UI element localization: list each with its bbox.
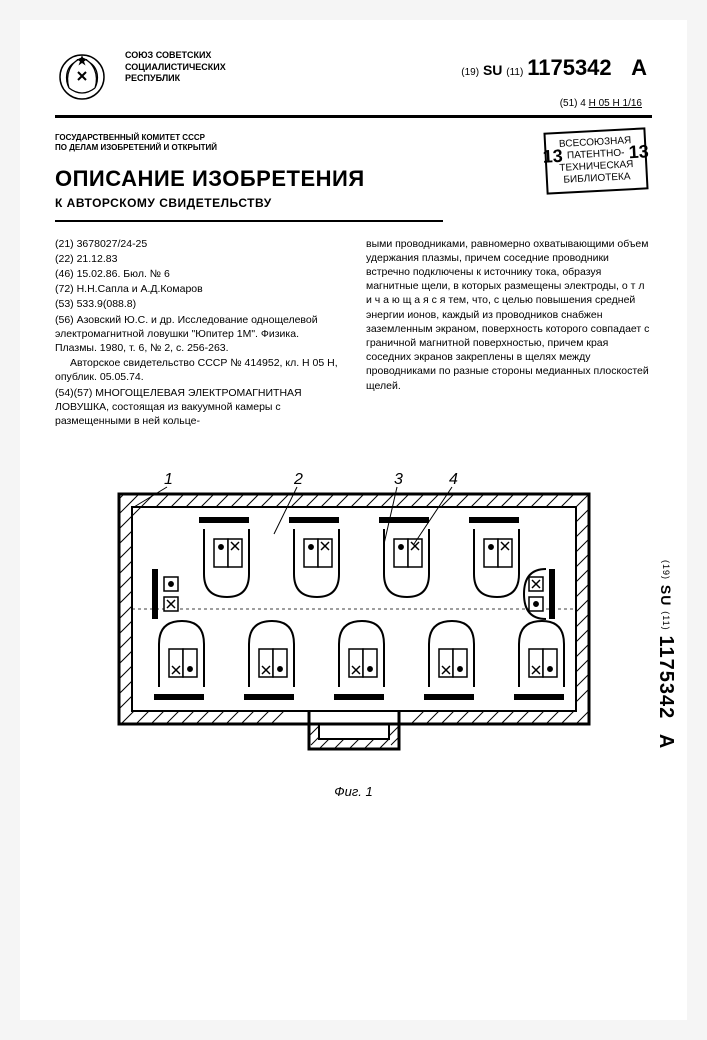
left-column: (21) 3678027/24-25 (22) 21.12.83 (46) 15… (55, 237, 341, 429)
ussr-emblem-icon (55, 50, 110, 105)
stamp-num-right: 13 (628, 141, 649, 164)
field-46: (46) 15.02.86. Бюл. № 6 (55, 267, 341, 281)
side-suffix: A (655, 734, 677, 749)
svg-text:2: 2 (293, 471, 303, 488)
org-line3: РЕСПУБЛИК (125, 73, 226, 85)
ref-2: Авторское свидетельство СССР № 414952, к… (55, 356, 341, 384)
right-column: выми проводниками, равномерно охватывающ… (366, 237, 652, 429)
abstract-text: выми проводниками, равномерно охватывающ… (366, 237, 652, 393)
field-54: (54)(57) МНОГОЩЕЛЕВАЯ ЭЛЕКТРОМАГНИТНАЯ Л… (55, 386, 341, 429)
field-72: (72) Н.Н.Сапла и А.Д.Комаров (55, 282, 341, 296)
classification: (51) 4 H 05 H 1/16 (560, 98, 642, 109)
suffix-a: A (631, 55, 647, 80)
svg-text:3: 3 (394, 471, 403, 488)
library-stamp: 13 ВСЕСОЮЗНАЯ ПАТЕНТНО- ТЕХНИЧЕСКАЯ БИБЛ… (543, 127, 648, 194)
patent-page: СОЮЗ СОВЕТСКИХ СОЦИАЛИСТИЧЕСКИХ РЕСПУБЛИ… (20, 20, 687, 1020)
separator-top (55, 115, 652, 118)
prefix-19: (19) (461, 67, 479, 78)
side-11: (11) (661, 611, 671, 630)
svg-text:1: 1 (164, 471, 173, 488)
field-22: (22) 21.12.83 (55, 252, 341, 266)
side-doc-number: (19) SU (11) 1175342 A (654, 560, 677, 749)
org-name: СОЮЗ СОВЕТСКИХ СОЦИАЛИСТИЧЕСКИХ РЕСПУБЛИ… (125, 50, 226, 85)
org-line2: СОЦИАЛИСТИЧЕСКИХ (125, 62, 226, 74)
text-columns: (21) 3678027/24-25 (22) 21.12.83 (46) 15… (55, 237, 652, 429)
document-number: (19) SU (11) 1175342 A (461, 55, 647, 81)
figure-label: Фиг. 1 (55, 784, 652, 799)
su-code: SU (483, 62, 502, 78)
side-19: (19) (661, 560, 671, 580)
field-56: (56) Азовский Ю.С. и др. Исследование од… (55, 313, 341, 356)
field-53: (53) 533.9(088.8) (55, 297, 341, 311)
prefix-11: (11) (506, 67, 523, 78)
class-prefix: (51) 4 (560, 98, 586, 109)
side-num: 1175342 (655, 635, 677, 719)
field-21: (21) 3678027/24-25 (55, 237, 341, 251)
svg-text:4: 4 (449, 471, 458, 488)
doc-subtitle: К АВТОРСКОМУ СВИДЕТЕЛЬСТВУ (55, 196, 443, 222)
number-value: 1175342 (527, 55, 611, 80)
stamp-l4: БИБЛИОТЕКА (560, 171, 635, 187)
class-code: H 05 H 1/16 (589, 98, 642, 109)
org-line1: СОЮЗ СОВЕТСКИХ (125, 50, 226, 62)
side-su: SU (658, 585, 674, 606)
stamp-num-left: 13 (542, 146, 563, 169)
figure-1: 1 2 3 4 (55, 469, 652, 779)
